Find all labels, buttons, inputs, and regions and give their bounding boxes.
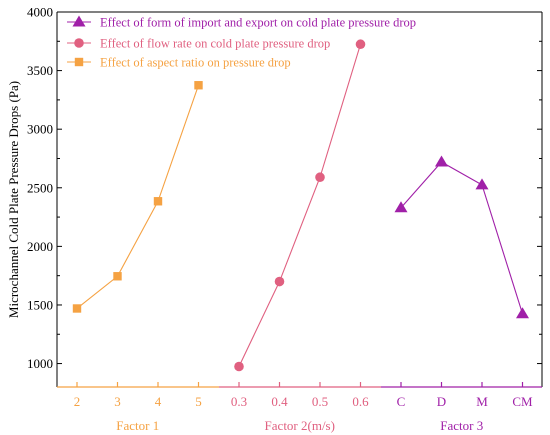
x-tick-label: 4 — [155, 394, 162, 409]
x-tick-label: 5 — [195, 394, 202, 409]
data-point — [234, 361, 244, 372]
x-tick-label: 0.5 — [312, 394, 328, 409]
series-line-1 — [400, 161, 524, 314]
y-tick-label: 2500 — [27, 180, 53, 195]
data-point — [516, 307, 529, 319]
y-tick-label: 1500 — [27, 297, 53, 312]
data-point — [113, 272, 122, 281]
x-tick-label: 0.3 — [231, 394, 247, 409]
x-axis-title: Factor 2(m/s) — [265, 418, 335, 433]
data-point — [194, 81, 203, 90]
data-point — [274, 276, 285, 287]
legend-marker — [74, 57, 84, 67]
y-tick-label: 3500 — [27, 63, 53, 78]
data-point — [394, 201, 408, 213]
x-axis-title: Factor 3 — [440, 418, 483, 433]
y-tick-label: 1000 — [27, 356, 53, 371]
legend-label: Effect of flow rate on cold plate pressu… — [100, 37, 330, 51]
x-tick-label: 0.4 — [271, 394, 288, 409]
legend-label: Effect of form of import and export on c… — [100, 16, 416, 30]
series-line-2 — [238, 44, 362, 367]
data-point — [72, 304, 82, 313]
data-point — [475, 178, 489, 190]
y-tick-label: 3000 — [27, 122, 53, 137]
x-tick-label: CM — [512, 394, 533, 409]
x-tick-label: D — [437, 394, 446, 409]
x-tick-label: C — [397, 394, 406, 409]
y-axis-title: Microchannel Cold Plate Pressure Drops (… — [6, 81, 21, 318]
legend-label: Effect of aspect ratio on pressure drop — [100, 56, 291, 70]
legend-marker — [72, 15, 86, 27]
x-tick-label: M — [476, 394, 488, 409]
x-axis-title: Factor 1 — [116, 418, 159, 433]
x-tick-label: 3 — [114, 394, 121, 409]
data-point — [153, 197, 163, 206]
data-point — [355, 39, 366, 50]
data-point — [315, 172, 325, 183]
series-line-3 — [76, 85, 200, 309]
x-tick-label: 2 — [74, 394, 81, 409]
x-tick-label: 0.6 — [352, 394, 369, 409]
legend-marker — [74, 38, 84, 48]
y-tick-label: 2000 — [27, 239, 53, 254]
data-point — [435, 155, 448, 167]
y-tick-label: 4000 — [27, 5, 53, 20]
